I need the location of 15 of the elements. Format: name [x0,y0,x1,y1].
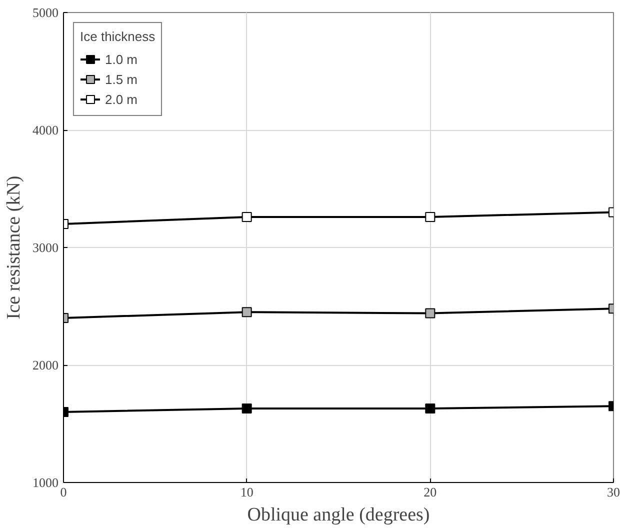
legend-label: 2.0 m [105,92,138,106]
y-tick-label: 3000 [32,240,58,255]
y-tick-label: 4000 [32,122,58,138]
x-tick-label: 20 [424,484,437,500]
legend-label: 1.0 m [105,52,138,66]
y-tick-label: 1000 [32,475,58,490]
x-tick-label: 10 [240,484,254,500]
legend-title: Ice thickness [80,29,156,44]
y-axis-title: Ice resistance (kN) [4,176,24,320]
legend-label: 1.5 m [105,72,138,86]
x-tick-label: 30 [607,484,620,500]
x-tick-label: 0 [60,484,67,500]
y-tick-label: 5000 [32,5,58,20]
y-tick-label: 2000 [32,358,58,372]
x-axis-title: Oblique angle (degrees) [247,504,430,526]
